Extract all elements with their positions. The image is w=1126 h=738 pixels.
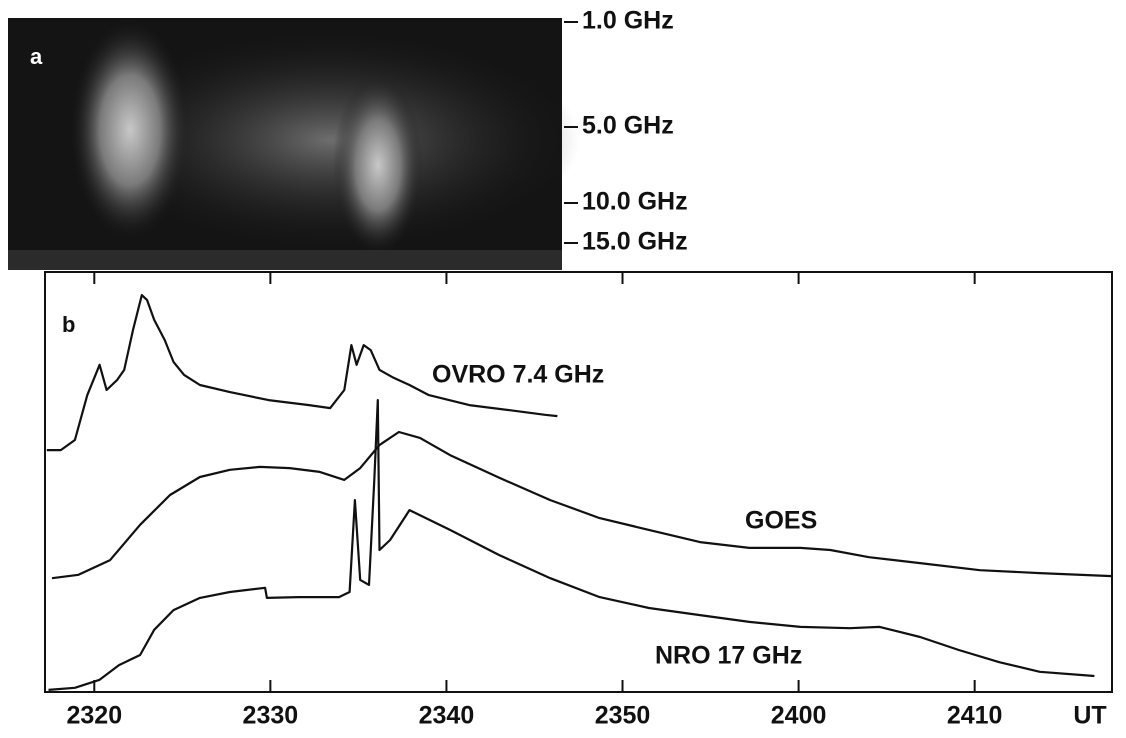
x-tick-label: 2410 (947, 702, 1003, 730)
x-tick-label: 2400 (771, 702, 827, 730)
plot-frame (44, 271, 1113, 693)
series-line (46, 294, 558, 452)
series-line (48, 399, 1095, 691)
panel-label: a (30, 44, 43, 69)
panel-label: b (62, 312, 75, 337)
x-tick-label: 2350 (595, 702, 651, 730)
x-tick-label: 2330 (243, 702, 299, 730)
series-label: OVRO 7.4 GHz (432, 361, 604, 389)
series-label: NRO 17 GHz (655, 642, 802, 670)
frequency-label: 15.0 GHz (582, 228, 688, 256)
frequency-label: 5.0 GHz (582, 112, 674, 140)
frequency-ticks: 1.0 GHz 5.0 GHz 10.0 GHz 15.0 GHz (564, 7, 688, 256)
spectrogram (8, 18, 580, 270)
series-line (51, 430, 1113, 580)
x-axis-label: UT (1073, 702, 1106, 730)
frequency-label: 10.0 GHz (582, 188, 688, 216)
frequency-label: 1.0 GHz (582, 7, 674, 35)
x-tick-label: 2320 (66, 702, 122, 730)
series-label: GOES (745, 507, 817, 535)
x-tick-label: 2340 (419, 702, 475, 730)
